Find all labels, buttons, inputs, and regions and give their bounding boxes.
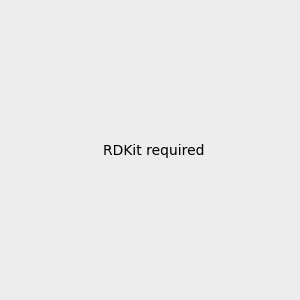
- Text: RDKit required: RDKit required: [103, 145, 205, 158]
